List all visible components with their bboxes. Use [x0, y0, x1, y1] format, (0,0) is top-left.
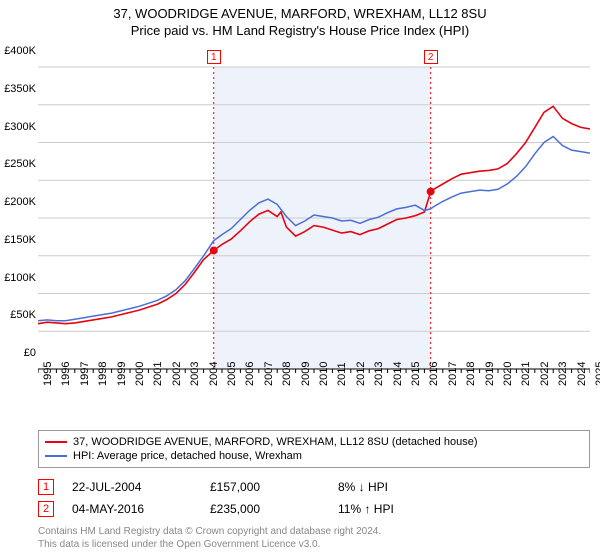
- x-tick-label: 2014: [392, 362, 404, 386]
- tx-price: £235,000: [210, 502, 320, 516]
- tx-vs-hpi: 8% ↓ HPI: [338, 480, 458, 494]
- tx-vs-hpi: 11% ↑ HPI: [338, 502, 458, 516]
- x-tick-label: 2004: [208, 362, 220, 386]
- x-tick-label: 2008: [281, 362, 293, 386]
- x-tick-label: 1999: [116, 362, 128, 386]
- tx-date: 04-MAY-2016: [72, 502, 192, 516]
- y-tick-label: £350K: [2, 83, 36, 95]
- x-tick-label: 1995: [42, 362, 54, 386]
- x-tick-label: 2012: [355, 362, 367, 386]
- y-tick-label: £100K: [2, 272, 36, 284]
- tx-date: 22-JUL-2004: [72, 480, 192, 494]
- x-tick-label: 2011: [336, 362, 348, 386]
- line-chart: [38, 44, 590, 414]
- x-tick-label: 2007: [263, 362, 275, 386]
- legend-label-hpi: HPI: Average price, detached house, Wrex…: [73, 450, 302, 462]
- y-tick-label: £150K: [2, 234, 36, 246]
- x-tick-label: 1996: [60, 362, 72, 386]
- y-tick-label: £50K: [2, 309, 36, 321]
- x-tick-label: 2006: [244, 362, 256, 386]
- x-tick-label: 2009: [300, 362, 312, 386]
- y-tick-label: £0: [2, 347, 36, 359]
- x-tick-label: 1998: [97, 362, 109, 386]
- x-tick-label: 2016: [428, 362, 440, 386]
- x-tick-label: 1997: [79, 362, 91, 386]
- x-tick-label: 2018: [465, 362, 477, 386]
- x-tick-label: 2010: [318, 362, 330, 386]
- legend: 37, WOODRIDGE AVENUE, MARFORD, WREXHAM, …: [38, 430, 590, 468]
- x-tick-label: 2003: [189, 362, 201, 386]
- x-tick-label: 2019: [484, 362, 496, 386]
- transaction-table: 1 22-JUL-2004 £157,000 8% ↓ HPI 2 04-MAY…: [38, 476, 590, 520]
- x-tick-label: 2020: [502, 362, 514, 386]
- x-tick-label: 2017: [447, 362, 459, 386]
- x-tick-label: 2023: [557, 362, 569, 386]
- page-title: 37, WOODRIDGE AVENUE, MARFORD, WREXHAM, …: [0, 0, 600, 21]
- x-tick-label: 2024: [576, 362, 588, 386]
- x-tick-label: 2005: [226, 362, 238, 386]
- x-tick-label: 2002: [171, 362, 183, 386]
- table-row: 2 04-MAY-2016 £235,000 11% ↑ HPI: [38, 498, 590, 520]
- event-badge: 2: [424, 50, 438, 64]
- y-tick-label: £200K: [2, 196, 36, 208]
- footnote-line: This data is licensed under the Open Gov…: [38, 538, 590, 551]
- tx-badge: 1: [38, 479, 54, 495]
- x-tick-label: 2021: [520, 362, 532, 386]
- chart-svg: [38, 44, 590, 414]
- tx-badge: 2: [38, 501, 54, 517]
- event-badge: 1: [207, 50, 221, 64]
- footnote: Contains HM Land Registry data © Crown c…: [38, 525, 590, 551]
- legend-item-property: 37, WOODRIDGE AVENUE, MARFORD, WREXHAM, …: [45, 435, 583, 449]
- table-row: 1 22-JUL-2004 £157,000 8% ↓ HPI: [38, 476, 590, 498]
- footnote-line: Contains HM Land Registry data © Crown c…: [38, 525, 590, 538]
- chart-container: { "title_line1": "37, WOODRIDGE AVENUE, …: [0, 0, 600, 560]
- x-tick-label: 2013: [373, 362, 385, 386]
- y-tick-label: £250K: [2, 158, 36, 170]
- y-tick-label: £400K: [2, 45, 36, 57]
- x-tick-label: 2022: [539, 362, 551, 386]
- legend-label-property: 37, WOODRIDGE AVENUE, MARFORD, WREXHAM, …: [73, 436, 477, 448]
- x-tick-label: 2001: [152, 362, 164, 386]
- tx-price: £157,000: [210, 480, 320, 494]
- page-subtitle: Price paid vs. HM Land Registry's House …: [0, 21, 600, 38]
- legend-swatch-property: [45, 441, 67, 443]
- x-tick-label: 2015: [410, 362, 422, 386]
- legend-item-hpi: HPI: Average price, detached house, Wrex…: [45, 449, 583, 463]
- y-tick-label: £300K: [2, 121, 36, 133]
- x-tick-label: 2000: [134, 362, 146, 386]
- legend-swatch-hpi: [45, 455, 67, 457]
- x-tick-label: 2025: [594, 362, 600, 386]
